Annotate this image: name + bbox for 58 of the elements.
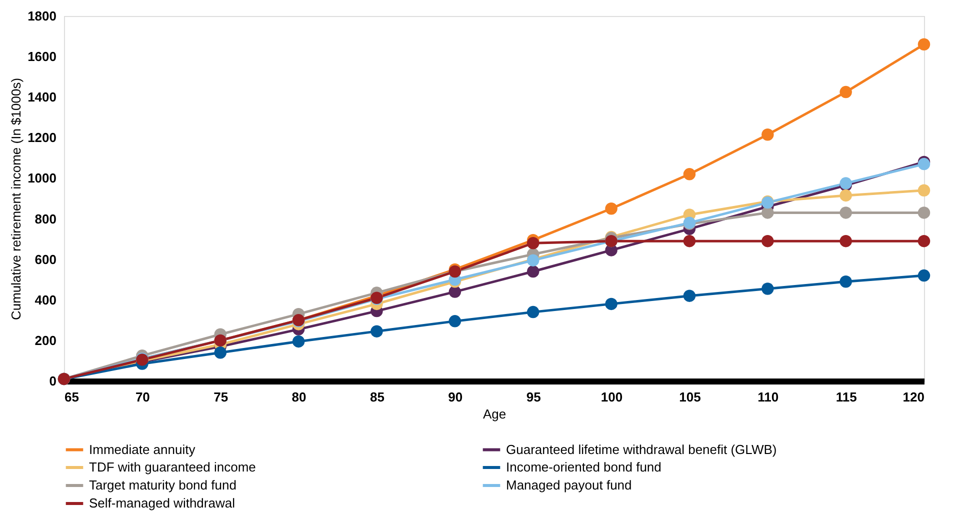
point: [762, 282, 774, 295]
point: [840, 234, 852, 248]
x-tick-label: 90: [448, 390, 463, 404]
point: [918, 206, 930, 219]
y-tick-label: 600: [34, 252, 56, 267]
point: [292, 335, 305, 348]
point: [683, 234, 696, 248]
y-tick-label: 1200: [28, 130, 56, 146]
point: [526, 237, 540, 250]
x-tick-label: 100: [600, 390, 623, 404]
point: [918, 184, 930, 196]
point: [214, 346, 226, 359]
y-tick-label: 1000: [28, 170, 56, 186]
legend-label: Immediate annuity: [89, 442, 196, 457]
x-tick-label: 105: [679, 390, 701, 404]
legend-label: Income-oriented bond fund: [506, 460, 662, 474]
point: [840, 206, 852, 219]
x-tick-label: 70: [135, 390, 150, 404]
x-tick-label: 115: [836, 390, 857, 404]
x-tick-label: 75: [214, 390, 228, 404]
x-tick-label: 95: [526, 390, 541, 404]
x-tick-label: 120: [902, 390, 924, 404]
y-tick-label: 1600: [28, 49, 56, 64]
y-tick-label: 1800: [28, 8, 56, 24]
legend-label: Guaranteed lifetime withdrawal benefit (GLWB): [506, 442, 777, 457]
point: [683, 290, 696, 302]
point: [918, 38, 930, 50]
point: [605, 202, 618, 215]
legend-label: TDF with guaranteed income: [89, 460, 256, 474]
y-tick-label: 400: [34, 292, 56, 308]
point: [683, 168, 696, 180]
point: [526, 306, 540, 318]
legend-label: Managed payout fund: [506, 478, 632, 492]
x-tick-label: 65: [64, 390, 79, 404]
y-tick-label: 1400: [28, 90, 56, 105]
point: [370, 325, 383, 338]
x-tick-label: 85: [370, 390, 384, 404]
x-tick-label: 110: [758, 390, 779, 404]
y-tick-label: 0: [49, 374, 56, 388]
x-tick-label: 80: [292, 390, 306, 404]
point: [918, 234, 930, 248]
y-axis-title: Cumulative retirement income (In $1000s): [8, 78, 24, 320]
point: [605, 298, 618, 310]
y-tick-label: 200: [34, 332, 56, 348]
legend-label: Target maturity bond fund: [89, 478, 236, 492]
point: [840, 189, 852, 202]
point: [918, 269, 930, 282]
point: [762, 234, 774, 248]
point: [526, 265, 540, 278]
point: [448, 315, 462, 328]
point: [762, 206, 774, 219]
x-axis-title: Age: [482, 406, 506, 422]
point: [840, 86, 852, 98]
point: [762, 128, 774, 141]
legend-label: Self-managed withdrawal: [89, 496, 236, 510]
point: [448, 286, 462, 298]
point: [840, 276, 852, 288]
y-tick-label: 800: [34, 211, 56, 226]
